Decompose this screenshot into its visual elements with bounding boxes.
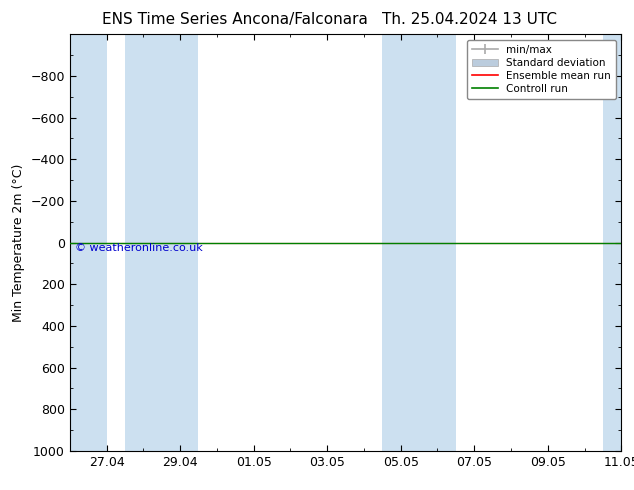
Bar: [125, 34, 198, 451]
Bar: [603, 34, 634, 451]
Text: ENS Time Series Ancona/Falconara: ENS Time Series Ancona/Falconara: [101, 12, 368, 27]
Y-axis label: Min Temperature 2m (°C): Min Temperature 2m (°C): [12, 163, 25, 322]
Text: Th. 25.04.2024 13 UTC: Th. 25.04.2024 13 UTC: [382, 12, 557, 27]
Bar: [51, 34, 107, 451]
Legend: min/max, Standard deviation, Ensemble mean run, Controll run: min/max, Standard deviation, Ensemble me…: [467, 40, 616, 99]
Bar: [382, 34, 456, 451]
Text: © weatheronline.co.uk: © weatheronline.co.uk: [75, 243, 203, 252]
